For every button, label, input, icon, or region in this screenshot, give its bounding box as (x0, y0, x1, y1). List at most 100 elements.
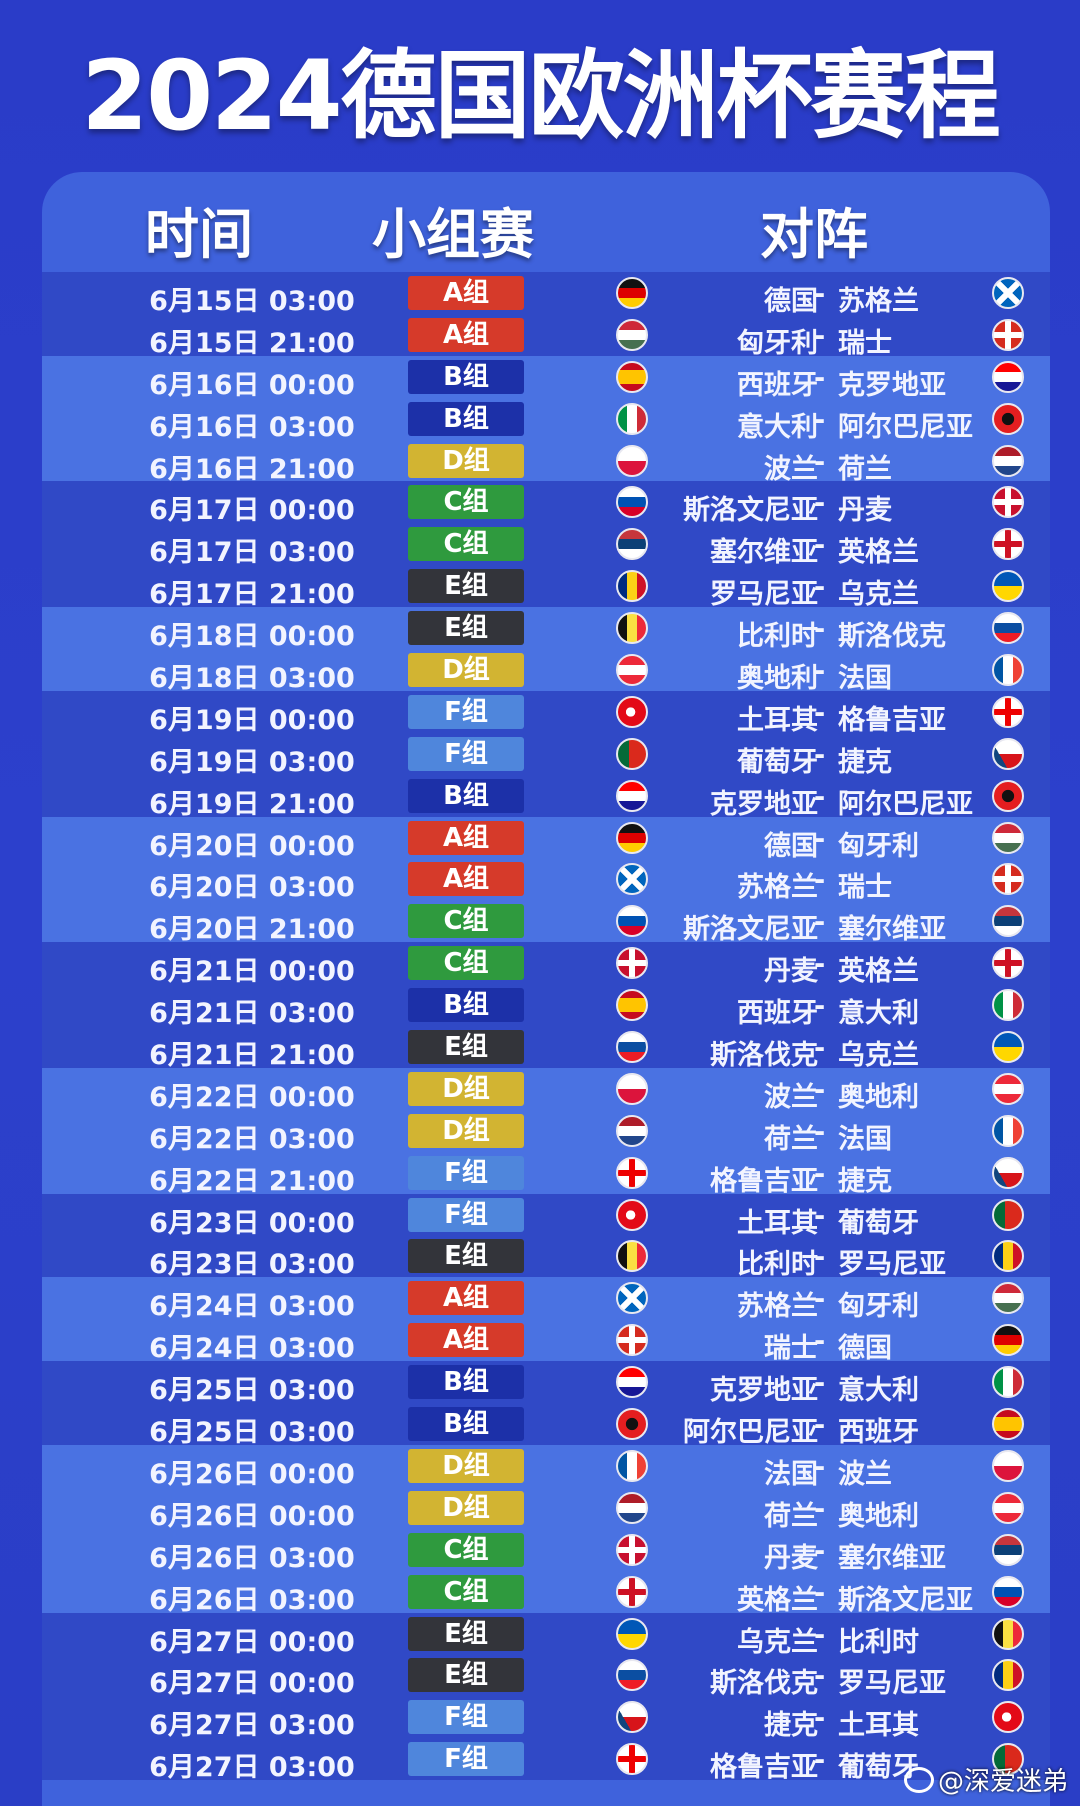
match-separator: - (814, 279, 826, 310)
away-team: 比利时 (838, 1626, 919, 1658)
match-separator: - (814, 1745, 826, 1777)
czechia-flag-icon (992, 737, 1024, 770)
match-time: 6月16日 21:00 (149, 453, 355, 485)
match-time: 6月26日 00:00 (149, 1500, 355, 1532)
match-time: 6月21日 00:00 (149, 956, 355, 988)
home-team: 比利时 (737, 621, 818, 653)
home-team: 土耳其 (737, 1207, 818, 1239)
match-time: 6月26日 03:00 (149, 1542, 355, 1574)
group-badge: A组 (408, 862, 524, 897)
away-team: 塞尔维亚 (838, 1542, 946, 1574)
scotland-flag-icon (616, 1282, 648, 1315)
match-separator: - (814, 781, 826, 813)
match-separator: - (814, 614, 826, 646)
table-row: 6月17日 00:00 C组 斯洛文尼亚 - 丹麦 (42, 481, 1050, 526)
match-separator: - (814, 991, 826, 1023)
spain-flag-icon (616, 360, 648, 393)
croatia-flag-icon (992, 360, 1024, 393)
match-time: 6月16日 03:00 (149, 411, 355, 443)
table-row: 6月17日 21:00 E组 罗马尼亚 - 乌克兰 (42, 565, 1050, 610)
away-team: 西班牙 (838, 1417, 919, 1449)
table-row: 6月25日 03:00 B组 阿尔巴尼亚 - 西班牙 (42, 1403, 1050, 1448)
georgia-flag-icon (616, 1743, 648, 1776)
away-team: 阿尔巴尼亚 (838, 411, 973, 443)
match-separator: - (814, 907, 826, 939)
away-team: 瑞士 (838, 872, 892, 904)
table-row: 6月27日 00:00 E组 乌克兰 - 比利时 (42, 1612, 1050, 1658)
match-separator: - (814, 1368, 826, 1400)
scotland-flag-icon (616, 863, 648, 896)
group-badge: D组 (408, 653, 524, 688)
table-row: 6月27日 00:00 E组 斯洛伐克 - 罗马尼亚 (42, 1654, 1050, 1699)
slovakia-flag-icon (616, 1659, 648, 1692)
away-team: 匈牙利 (838, 830, 919, 862)
group-badge: C组 (408, 485, 524, 520)
match-separator: - (814, 488, 826, 520)
match-separator: - (814, 1577, 826, 1609)
home-team: 荷兰 (764, 1123, 818, 1155)
table-row: 6月19日 03:00 F组 葡萄牙 - 捷克 (42, 732, 1050, 778)
match-separator: - (814, 697, 826, 729)
home-team: 比利时 (737, 1249, 818, 1281)
table-row: 6月23日 03:00 E组 比利时 - 罗马尼亚 (42, 1235, 1050, 1280)
home-team: 斯洛伐克 (710, 1668, 818, 1700)
match-time: 6月20日 00:00 (149, 830, 355, 862)
match-time: 6月23日 00:00 (149, 1207, 355, 1239)
group-badge: F组 (408, 694, 524, 729)
match-time: 6月21日 03:00 (149, 998, 355, 1030)
table-row: 6月22日 03:00 D组 荷兰 - 法国 (42, 1109, 1050, 1155)
home-team: 乌克兰 (737, 1626, 818, 1658)
croatia-flag-icon (616, 1366, 648, 1399)
match-separator: - (814, 949, 826, 981)
croatia-flag-icon (616, 779, 648, 812)
group-badge: B组 (408, 401, 524, 436)
away-team: 意大利 (838, 1375, 919, 1407)
away-team: 乌克兰 (838, 1040, 919, 1072)
group-badge: D组 (408, 1448, 524, 1483)
match-time: 6月18日 00:00 (149, 621, 355, 653)
away-team: 英格兰 (838, 956, 919, 988)
home-team: 格鲁吉亚 (710, 1165, 818, 1197)
albania-flag-icon (992, 779, 1024, 812)
match-separator: - (814, 1200, 826, 1232)
away-team: 波兰 (838, 1458, 892, 1490)
home-team: 西班牙 (737, 369, 818, 401)
serbia-flag-icon (992, 905, 1024, 938)
italy-flag-icon (616, 402, 648, 435)
table-row: 6月24日 03:00 A组 苏格兰 - 匈牙利 (42, 1277, 1050, 1322)
match-separator: - (814, 1703, 826, 1735)
home-team: 格鲁吉亚 (710, 1752, 818, 1784)
match-separator: - (814, 739, 826, 771)
away-team: 斯洛伐克 (838, 621, 946, 653)
group-badge: E组 (408, 1658, 524, 1693)
table-row: 6月18日 03:00 D组 奥地利 - 法国 (42, 649, 1050, 694)
table-row: 6月26日 00:00 D组 法国 - 波兰 (42, 1444, 1050, 1490)
home-team: 意大利 (737, 411, 818, 443)
away-team: 苏格兰 (838, 286, 919, 317)
table-row: 6月22日 00:00 D组 波兰 - 奥地利 (42, 1067, 1050, 1113)
home-team: 捷克 (764, 1710, 818, 1742)
table-row: 6月20日 00:00 A组 德国 - 匈牙利 (42, 816, 1050, 862)
match-time: 6月20日 03:00 (149, 872, 355, 904)
match-time: 6月16日 00:00 (149, 369, 355, 401)
slovenia-flag-icon (616, 905, 648, 938)
match-time: 6月15日 03:00 (149, 286, 355, 317)
match-time: 6月24日 03:00 (149, 1333, 355, 1365)
poland-flag-icon (616, 1072, 648, 1105)
table-row: 6月26日 00:00 D组 荷兰 - 奥地利 (42, 1486, 1050, 1532)
table-row: 6月21日 03:00 B组 西班牙 - 意大利 (42, 984, 1050, 1029)
turkey-flag-icon (616, 695, 648, 728)
match-separator: - (814, 320, 826, 352)
group-badge: E组 (408, 1616, 524, 1651)
spain-flag-icon (992, 1408, 1024, 1441)
italy-flag-icon (992, 989, 1024, 1022)
poland-flag-icon (992, 1449, 1024, 1482)
denmark-flag-icon (616, 1533, 648, 1566)
switzerland-flag-icon (992, 318, 1024, 351)
table-row: 6月26日 03:00 C组 丹麦 - 塞尔维亚 (42, 1528, 1050, 1574)
group-badge: B组 (408, 1365, 524, 1400)
czechia-flag-icon (616, 1701, 648, 1734)
home-team: 塞尔维亚 (710, 537, 818, 569)
netherlands-flag-icon (616, 1491, 648, 1524)
home-team: 斯洛文尼亚 (683, 914, 818, 946)
